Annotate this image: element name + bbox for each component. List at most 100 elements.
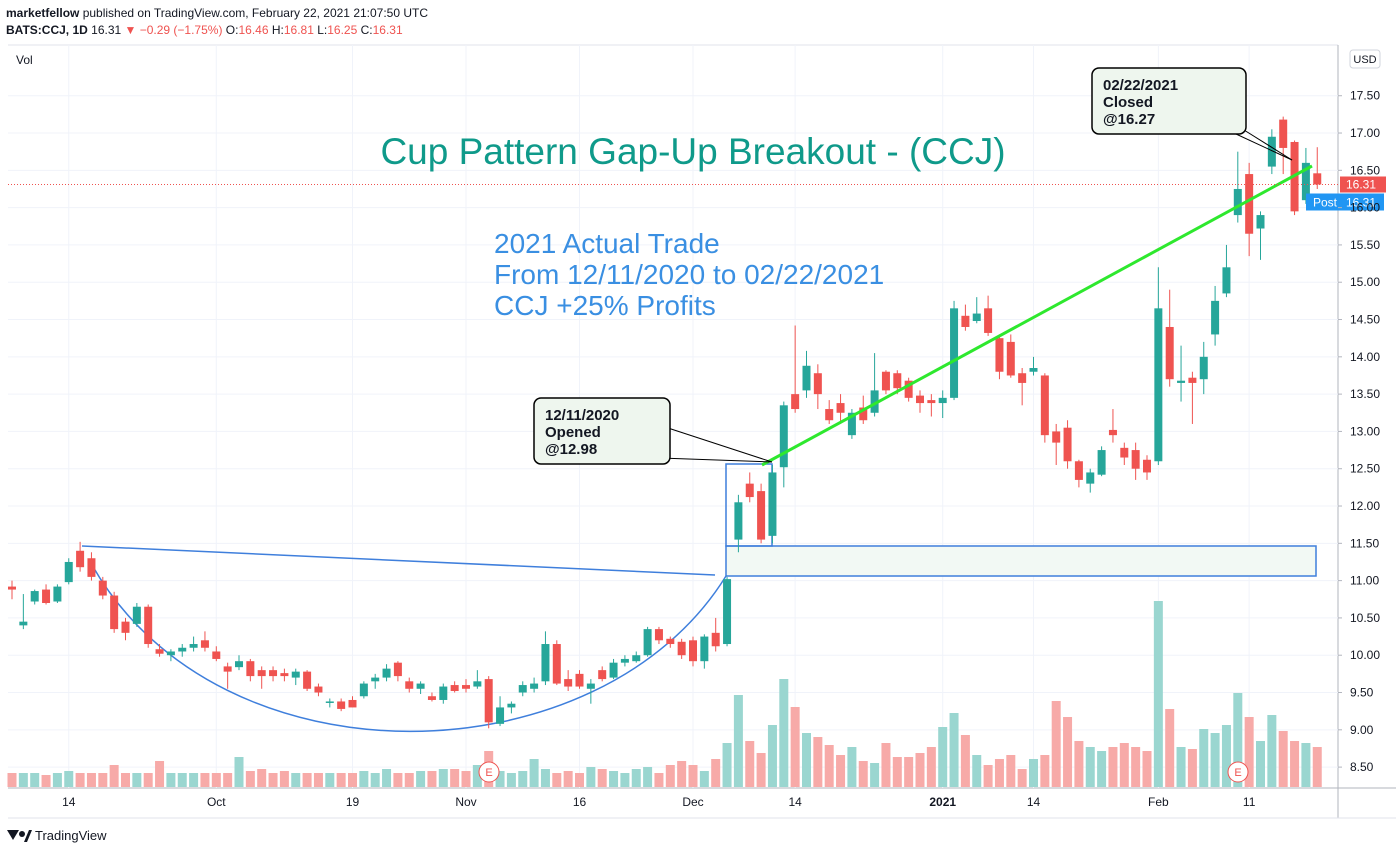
candle-body xyxy=(552,644,561,684)
volume-bar xyxy=(688,765,698,787)
post-value: 16.31 xyxy=(1346,195,1376,209)
volume-bar xyxy=(665,765,675,787)
candle-body xyxy=(927,400,936,404)
price-tags: 16.31 Post 16.31 xyxy=(8,176,1386,211)
y-tick-label: 10.50 xyxy=(1350,611,1380,625)
volume-bar xyxy=(336,773,346,787)
volume-bar xyxy=(529,759,539,787)
candles xyxy=(8,116,1322,729)
candle-body xyxy=(359,683,368,697)
candle-body xyxy=(893,373,902,389)
volume-bar xyxy=(654,773,664,787)
currency-box[interactable] xyxy=(1349,49,1381,69)
candle-body xyxy=(87,558,96,577)
volume-bar xyxy=(75,773,85,787)
earnings-marker[interactable] xyxy=(1227,761,1249,783)
candle-body xyxy=(518,685,527,693)
candle-body xyxy=(689,640,697,662)
candle-body xyxy=(620,658,629,663)
volume-bar xyxy=(1017,769,1027,787)
volume-bar xyxy=(7,773,17,787)
volume-bar xyxy=(52,773,62,787)
candle-body xyxy=(666,638,675,645)
cup-arc xyxy=(91,564,727,733)
subtitle: CCJ +25% Profits xyxy=(494,290,716,321)
volume-bar xyxy=(506,773,516,787)
volume-bar xyxy=(1278,731,1288,787)
earnings-marker[interactable] xyxy=(478,761,500,783)
volume-bar xyxy=(938,727,948,787)
ohlc-label: H: xyxy=(272,23,284,37)
volume-bar xyxy=(915,753,925,787)
gap-zone xyxy=(725,545,1317,577)
candle-body xyxy=(212,651,221,659)
volume-bar xyxy=(994,759,1004,787)
volume-bar xyxy=(279,771,289,787)
volume-bar xyxy=(268,773,278,787)
candle-body xyxy=(462,685,470,689)
volume-bar xyxy=(1301,743,1311,787)
candle-body xyxy=(654,629,663,641)
volume-bar xyxy=(1210,733,1220,787)
candle-body xyxy=(382,668,391,678)
candle-body xyxy=(711,632,720,647)
volume-bar xyxy=(472,765,482,787)
volume-bar xyxy=(597,769,607,787)
candle-body xyxy=(1188,377,1197,383)
logo-shape xyxy=(7,830,19,840)
candle-body xyxy=(1222,267,1231,294)
candle-body xyxy=(1097,450,1106,475)
volume-bar xyxy=(949,713,959,787)
volume-bar xyxy=(370,773,380,787)
candle-body xyxy=(904,380,913,398)
candle-body xyxy=(473,681,482,687)
volume-bar xyxy=(234,757,244,787)
candle-body xyxy=(938,397,947,404)
candle-body xyxy=(1211,300,1220,335)
x-tick-label: 11 xyxy=(1243,795,1256,809)
candle-body xyxy=(598,670,607,680)
x-tick-label: Dec xyxy=(682,795,703,809)
volume-bar xyxy=(211,773,221,787)
volume-bar xyxy=(1244,717,1254,787)
post-tag xyxy=(1306,193,1384,211)
candle-body xyxy=(836,403,845,413)
candle-body xyxy=(757,491,766,540)
candle-body xyxy=(257,670,266,677)
candle-body xyxy=(1074,461,1083,480)
candle-body xyxy=(961,315,970,327)
volume xyxy=(7,601,1322,787)
ohlc-value: 16.81 xyxy=(284,23,314,37)
volume-bar xyxy=(1267,715,1277,787)
candle-body xyxy=(700,636,709,662)
candle-body xyxy=(1245,174,1254,234)
callout-box xyxy=(1091,67,1247,135)
currency: USD xyxy=(1353,54,1376,66)
y-tick-label: 13.00 xyxy=(1350,424,1380,438)
volume-bar xyxy=(382,769,392,787)
volume-bar xyxy=(824,745,834,787)
volume-bar xyxy=(790,707,800,787)
volume-bar xyxy=(404,773,414,787)
callout-text: @12.98 xyxy=(545,441,597,458)
symbol: BATS:CCJ, 1D xyxy=(6,23,88,37)
volume-bar xyxy=(1119,743,1129,787)
candle-body xyxy=(802,365,811,391)
volume-bar xyxy=(177,773,187,787)
volume-bar xyxy=(257,769,267,787)
volume-bar xyxy=(563,771,573,787)
volume-bar xyxy=(926,747,936,787)
post-label: Post xyxy=(1313,195,1338,209)
candle-body xyxy=(484,679,493,723)
candle-body xyxy=(19,621,28,626)
x-tick-label: 19 xyxy=(346,795,360,809)
grid xyxy=(8,45,1338,788)
candle-body xyxy=(76,550,85,568)
candle-body xyxy=(813,373,822,395)
callout-pointer xyxy=(667,427,773,463)
volume-bar xyxy=(983,765,993,787)
volume-bar xyxy=(461,771,471,787)
volume-bar xyxy=(586,767,596,787)
candle-body xyxy=(110,595,119,630)
last-price-tag xyxy=(1340,176,1386,193)
